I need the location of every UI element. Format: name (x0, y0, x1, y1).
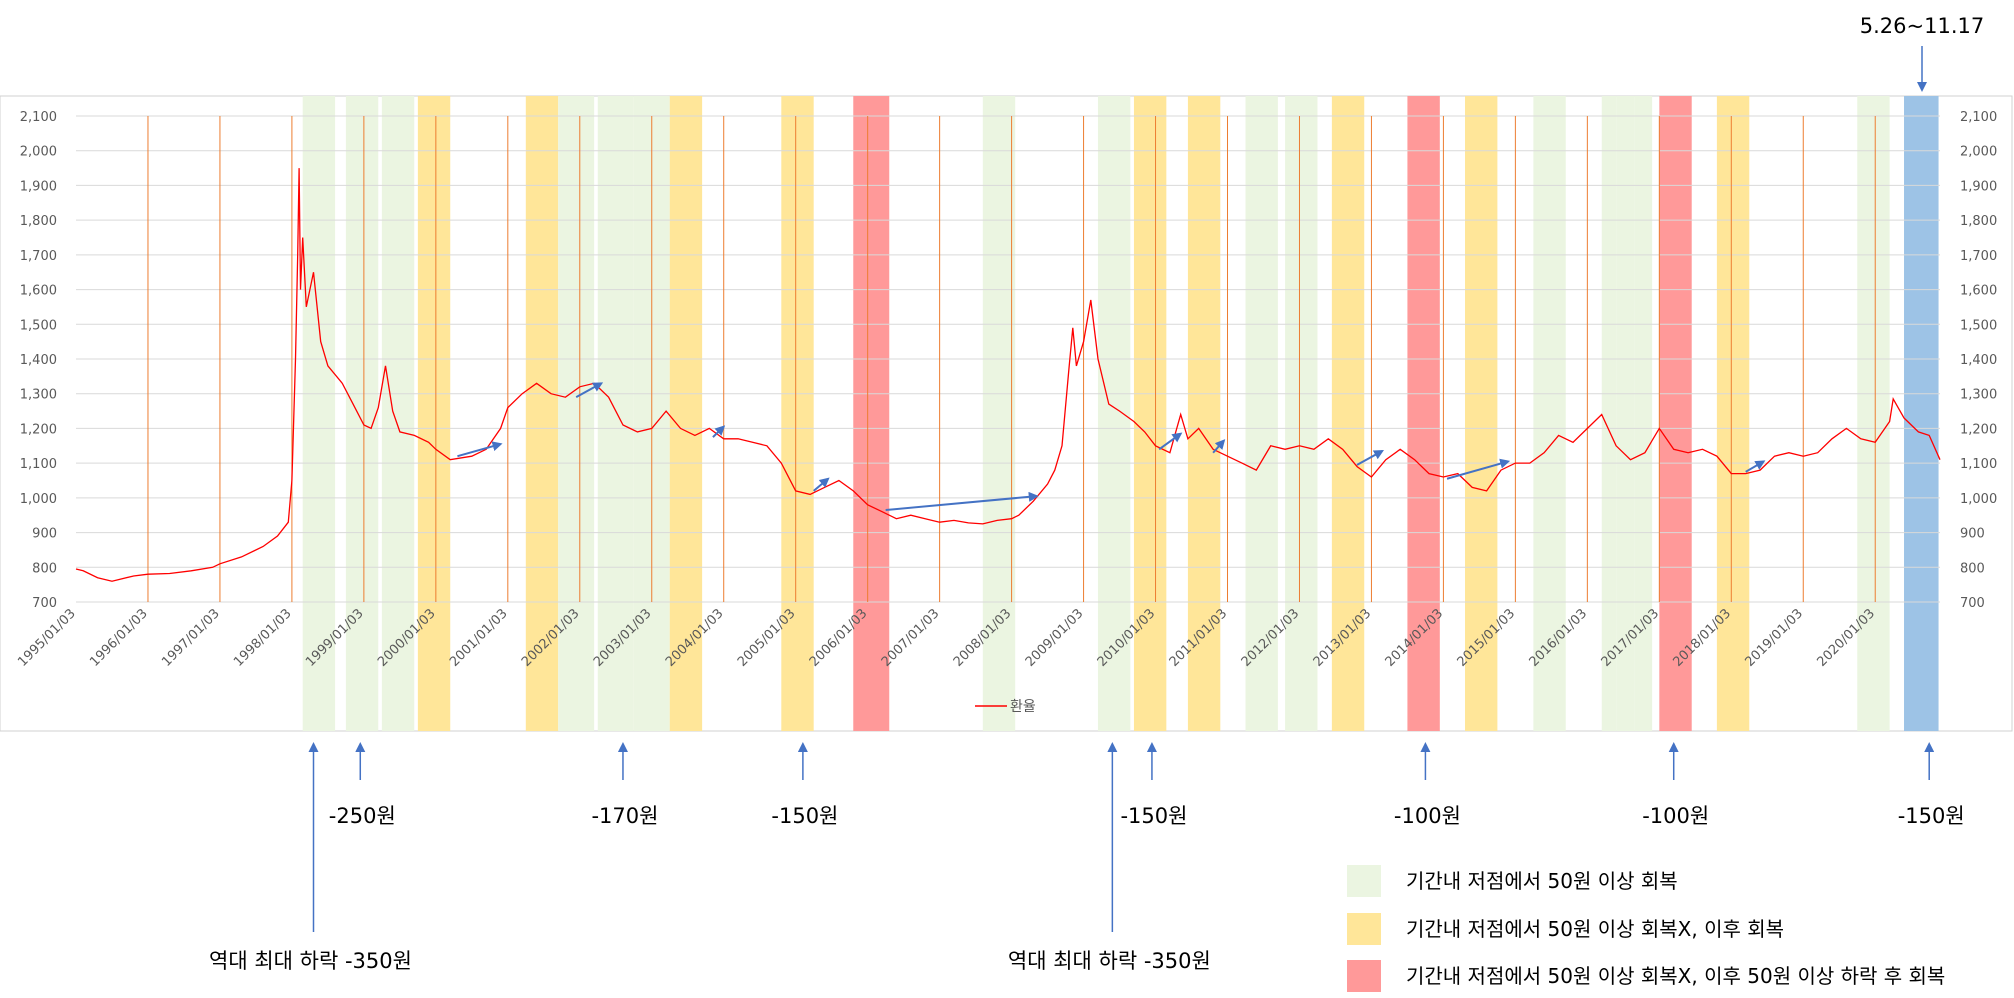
y-tick-label-left: 1,700 (20, 249, 57, 264)
trend-arrow (1745, 460, 1766, 473)
drop-label: -170원 (591, 804, 658, 828)
y-tick-label-right: 1,200 (1960, 422, 1997, 437)
y-tick-label-left: 1,900 (20, 179, 57, 194)
y-tick-label-left: 2,100 (20, 110, 57, 125)
top-note-label: 5.26~11.17 (1860, 14, 1984, 38)
series-line-exchange-rate (75, 168, 1941, 582)
drop-label: 역대 최대 하락 -350원 (1008, 949, 1211, 973)
legend-swatch-red (1347, 960, 1381, 992)
band-legend: 기간내 저점에서 50원 이상 회복 기간내 저점에서 50원 이상 회복X, … (1347, 865, 1945, 992)
band-red-18 (1407, 96, 1440, 731)
drop-label: -150원 (771, 804, 838, 828)
y-tick-label-right: 700 (1960, 596, 1985, 611)
band-yellow-3 (417, 96, 451, 731)
band-blue-27 (1904, 96, 1939, 731)
y-tick-label-left: 800 (32, 561, 57, 576)
y-tick-label-right: 900 (1960, 527, 1985, 542)
y-tick-label-left: 1,800 (20, 214, 57, 229)
band-red-24 (1659, 96, 1692, 731)
trend-arrow (885, 491, 1039, 512)
legend-swatch-yellow (1347, 913, 1381, 945)
band-yellow-17 (1331, 96, 1365, 731)
legend-swatch-green (1347, 865, 1381, 897)
y-tick-label-right: 1,600 (1960, 284, 1997, 299)
band-green-0 (302, 96, 336, 731)
trend-arrow (712, 425, 726, 438)
period-bands (302, 96, 1939, 731)
y-tick-label-left: 1,500 (20, 318, 57, 333)
year-lines (147, 116, 1876, 602)
band-green-5 (558, 96, 595, 731)
y-tick-label-right: 1,400 (1960, 353, 1997, 368)
band-green-6 (597, 96, 634, 731)
band-green-1 (345, 96, 379, 731)
series-legend-label: 환율 (1010, 699, 1036, 715)
band-green-2 (381, 96, 415, 731)
band-yellow-8 (669, 96, 703, 731)
band-green-16 (1285, 96, 1318, 731)
band-green-20 (1533, 96, 1566, 731)
trend-arrow (457, 441, 503, 458)
legend-label-red: 기간내 저점에서 50원 이상 회복X, 이후 50원 이상 하락 후 회복 (1406, 964, 1945, 988)
y-axis-left: 2,100 2,000 1,900 1,800 1,700 1,600 1,500 1,400… (20, 110, 57, 611)
band-yellow-25 (1716, 96, 1750, 731)
y-tick-label-right: 1,500 (1960, 318, 1997, 333)
trend-arrow (813, 477, 830, 492)
y-tick-label-right: 800 (1960, 561, 1985, 576)
y-axis-right: 2,100 2,000 1,900 1,800 1,700 1,600 1,500 1,400… (1960, 110, 1997, 611)
y-tick-label-left: 1,400 (20, 353, 57, 368)
band-yellow-4 (525, 96, 559, 731)
trend-arrow (1212, 439, 1226, 454)
top-note: 5.26~11.17 (1860, 14, 1984, 92)
trend-arrow (575, 382, 604, 399)
y-tick-label-left: 2,000 (20, 145, 57, 160)
band-red-10 (853, 96, 890, 731)
y-tick-label-right: 1,800 (1960, 214, 1997, 229)
band-green-21 (1601, 96, 1617, 731)
drop-label: -150원 (1898, 804, 1965, 828)
legend-label-yellow: 기간내 저점에서 50원 이상 회복X, 이후 회복 (1406, 917, 1784, 941)
trend-arrows (457, 382, 1766, 512)
y-tick-label-right: 1,100 (1960, 457, 1997, 472)
band-green-11 (982, 96, 1016, 731)
band-green-12 (1097, 96, 1131, 731)
y-tick-label-left: 1,300 (20, 388, 57, 403)
trend-arrow (1158, 432, 1183, 451)
band-yellow-9 (781, 96, 814, 731)
band-green-15 (1245, 96, 1278, 731)
drop-label: -100원 (1394, 804, 1461, 828)
drop-label: -150원 (1120, 804, 1187, 828)
y-tick-label-right: 2,000 (1960, 145, 1997, 160)
legend-label-green: 기간내 저점에서 50원 이상 회복 (1406, 869, 1678, 893)
y-tick-label-right: 1,700 (1960, 249, 1997, 264)
trend-arrow (1446, 458, 1511, 480)
y-tick-label-left: 1,000 (20, 492, 57, 507)
band-yellow-14 (1187, 96, 1221, 731)
drop-label: -100원 (1642, 804, 1709, 828)
y-tick-label-right: 1,000 (1960, 492, 1997, 507)
y-tick-label-left: 900 (32, 527, 57, 542)
band-green-26 (1857, 96, 1890, 731)
y-tick-label-right: 2,100 (1960, 110, 1997, 125)
y-tick-label-left: 700 (32, 596, 57, 611)
y-tick-label-left: 1,600 (20, 284, 57, 299)
drop-label: 역대 최대 하락 -350원 (209, 949, 412, 973)
y-tick-label-right: 1,900 (1960, 179, 1997, 194)
y-tick-label-left: 1,200 (20, 422, 57, 437)
y-tick-label-right: 1,300 (1960, 388, 1997, 403)
drop-label: -250원 (329, 804, 396, 828)
band-yellow-19 (1465, 96, 1498, 731)
y-tick-label-left: 1,100 (20, 457, 57, 472)
band-yellow-13 (1133, 96, 1167, 731)
series-legend: 환율 (975, 699, 1036, 715)
trend-arrow (1356, 450, 1384, 466)
